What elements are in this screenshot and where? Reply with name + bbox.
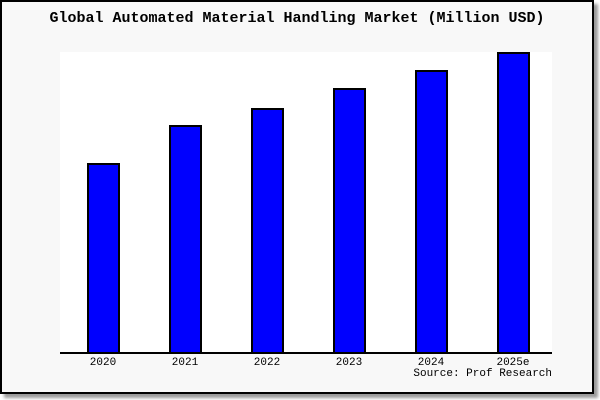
plot-area xyxy=(60,52,552,354)
x-tick-label-2021: 2021 xyxy=(171,357,199,369)
chart-frame: Global Automated Material Handling Marke… xyxy=(0,0,594,394)
bar-2020 xyxy=(87,163,120,352)
bar-2021 xyxy=(169,125,202,352)
bar-2024 xyxy=(415,70,448,352)
bar-2023 xyxy=(333,88,366,352)
chart-title: Global Automated Material Handling Marke… xyxy=(49,10,545,27)
source-credit: Source: Prof Research xyxy=(413,368,552,380)
x-tick-label-2023: 2023 xyxy=(335,357,363,369)
bar-2025e xyxy=(497,52,530,352)
x-tick-label-2020: 2020 xyxy=(89,357,117,369)
x-tick-label-2022: 2022 xyxy=(253,357,281,369)
bar-2022 xyxy=(251,108,284,352)
